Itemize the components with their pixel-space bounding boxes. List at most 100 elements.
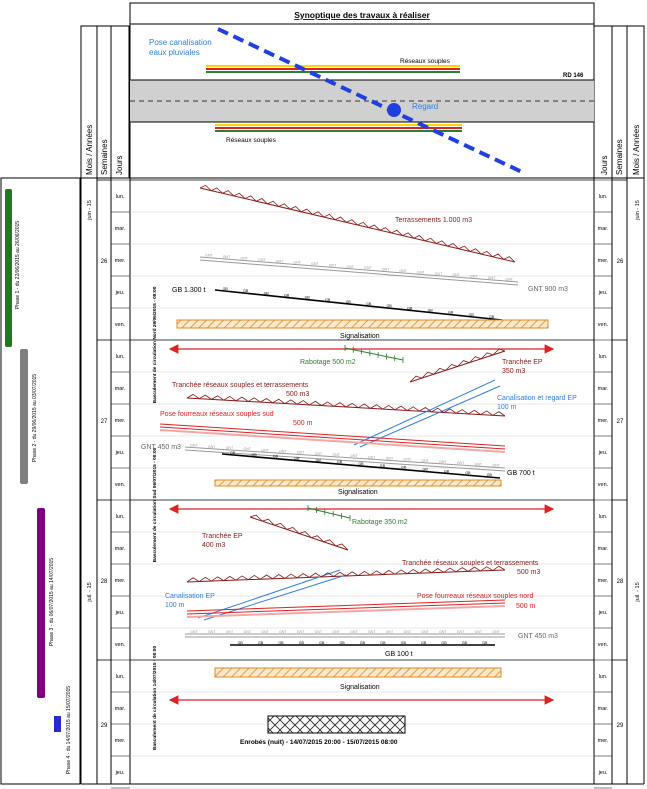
month-label-juin-right: juin - 15	[635, 200, 641, 221]
month-label-juil-left: juil. - 15	[87, 582, 93, 602]
material-tag: GB	[462, 641, 468, 645]
material-tag: GNT	[421, 459, 429, 463]
gb-1300-line	[214, 289, 503, 321]
material-tag: GB	[441, 641, 447, 645]
material-tag: GNT	[276, 259, 284, 263]
material-tag: GB	[380, 464, 386, 468]
sawtooth-marks	[186, 565, 506, 583]
task-lines: Terrassements 1.000 m3 GNT 900 m3 GB 1.3…	[141, 184, 577, 746]
week-label: 28	[617, 579, 624, 585]
material-tag: GNT	[297, 451, 305, 455]
material-tag: GNT	[311, 262, 319, 266]
gb-700-label: GB 700 t	[507, 470, 535, 477]
pose-fourreaux-sud-qty: 500 m	[293, 420, 313, 427]
material-tag: GB	[251, 453, 257, 457]
material-tag: GNT	[492, 463, 500, 467]
day-label: mar.	[598, 546, 609, 552]
signalisation-3-bar	[214, 667, 502, 678]
week-label: 29	[101, 723, 108, 729]
material-tag: GB	[401, 466, 407, 470]
material-tag: GNT	[243, 447, 251, 451]
material-tag: GB	[299, 641, 305, 645]
material-tag: GNT	[190, 630, 198, 634]
material-tag: GNT	[403, 630, 411, 634]
material-tag: GNT	[208, 445, 216, 449]
rabotage-350-line	[307, 507, 351, 519]
basculement-2-label: Basculement de circulation Sud 06/07/201…	[152, 447, 158, 562]
material-tag: GNT	[297, 630, 305, 634]
material-tag: GNT	[386, 456, 394, 460]
tranchee-ep-350-label: Tranchée EP	[502, 359, 543, 366]
material-tag: GNT	[258, 258, 266, 262]
phase-1-label: Phase 1 - du 22/06/2015 au 26/06/2015	[15, 221, 21, 309]
material-tag: GB	[223, 287, 229, 291]
basculement-3-label: Basculement de circulation 14/07/2015 - …	[152, 646, 158, 751]
material-tag: GNT	[364, 266, 372, 270]
material-tag: GNT	[488, 276, 496, 280]
header-mois-left: Mois / Années	[85, 125, 94, 175]
header-jours-left: Jours	[115, 155, 124, 175]
material-tag: GB	[448, 311, 454, 315]
material-tag: GNT	[505, 277, 513, 281]
material-tag: GB	[423, 468, 429, 472]
day-label: mer.	[598, 258, 609, 264]
day-label: mer.	[115, 578, 126, 584]
material-tag: GNT	[208, 630, 216, 634]
signalisation-2-bar	[214, 479, 502, 487]
week-label: 26	[101, 259, 108, 265]
material-tag: GB	[284, 294, 290, 298]
material-tag: GB	[380, 641, 386, 645]
material-tag: GNT	[435, 272, 443, 276]
day-label: mar.	[598, 706, 609, 712]
header-mois-right: Mois / Années	[632, 125, 641, 175]
signalisation-2-label: Signalisation	[338, 489, 378, 496]
day-label: ven.	[598, 322, 609, 328]
week-label: 29	[617, 723, 624, 729]
week-labels: 26 26 27 27 28 28 29 29	[101, 259, 624, 729]
material-tag: GB	[243, 289, 249, 293]
gnt-450-a-label: GNT 450 m3	[141, 444, 181, 451]
material-tag: GB	[366, 302, 372, 306]
material-tag: GNT	[346, 265, 354, 269]
reseaux-bottom-label: Réseaux souples	[226, 137, 277, 144]
day-label: mer.	[598, 738, 609, 744]
day-label: lun.	[116, 354, 125, 360]
phase-4-label: Phase 4 - du 14/07/2015 au 15/07/2015	[66, 686, 72, 774]
material-tag: GNT	[226, 446, 234, 450]
day-label: mer.	[115, 738, 126, 744]
day-label: mar.	[598, 226, 609, 232]
canalisation-ep-qty: 100 m	[165, 602, 185, 609]
header-jours-right: Jours	[600, 155, 609, 175]
material-tag: GNT	[457, 630, 465, 634]
material-tag: GB	[487, 473, 493, 477]
day-label: jeu.	[598, 610, 608, 616]
material-tag: GB	[444, 469, 450, 473]
gb-1300-label: GB 1.300 t	[172, 287, 206, 294]
material-tag: GNT	[350, 454, 358, 458]
canalisation-ep-label: Canalisation EP	[165, 593, 215, 600]
phases: Phase 1 - du 22/06/2015 au 26/06/2015 Ph…	[5, 189, 72, 774]
material-tag: GB	[319, 641, 325, 645]
regard-label: Regard	[412, 102, 438, 111]
rabotage-500-line	[344, 347, 404, 361]
pose-fourreaux-sud-line	[159, 423, 506, 447]
material-tag: GB	[238, 641, 244, 645]
phase-2-bar	[20, 349, 28, 484]
material-tag: GB	[325, 298, 331, 302]
material-tag: GB	[305, 296, 311, 300]
material-tag: GNT	[368, 455, 376, 459]
day-label: lun.	[116, 674, 125, 680]
phase-3-label: Phase 3 - du 06/07/2015 au 14/07/2015	[49, 558, 55, 646]
material-tag: GNT	[190, 444, 198, 448]
material-tag: GNT	[261, 448, 269, 452]
reseaux-top-lines	[206, 65, 460, 73]
material-tag: GB	[360, 641, 366, 645]
gnt-900-label: GNT 900 m3	[528, 286, 568, 293]
basculement-1-label: Basculement de circulation Nord 29/06/20…	[152, 286, 158, 403]
day-label: jeu.	[598, 770, 608, 776]
material-tag: GB	[489, 315, 495, 319]
road-band	[130, 80, 594, 122]
material-tag: GNT	[417, 270, 425, 274]
material-tag: GB	[401, 641, 407, 645]
material-tag: GB	[230, 451, 236, 455]
